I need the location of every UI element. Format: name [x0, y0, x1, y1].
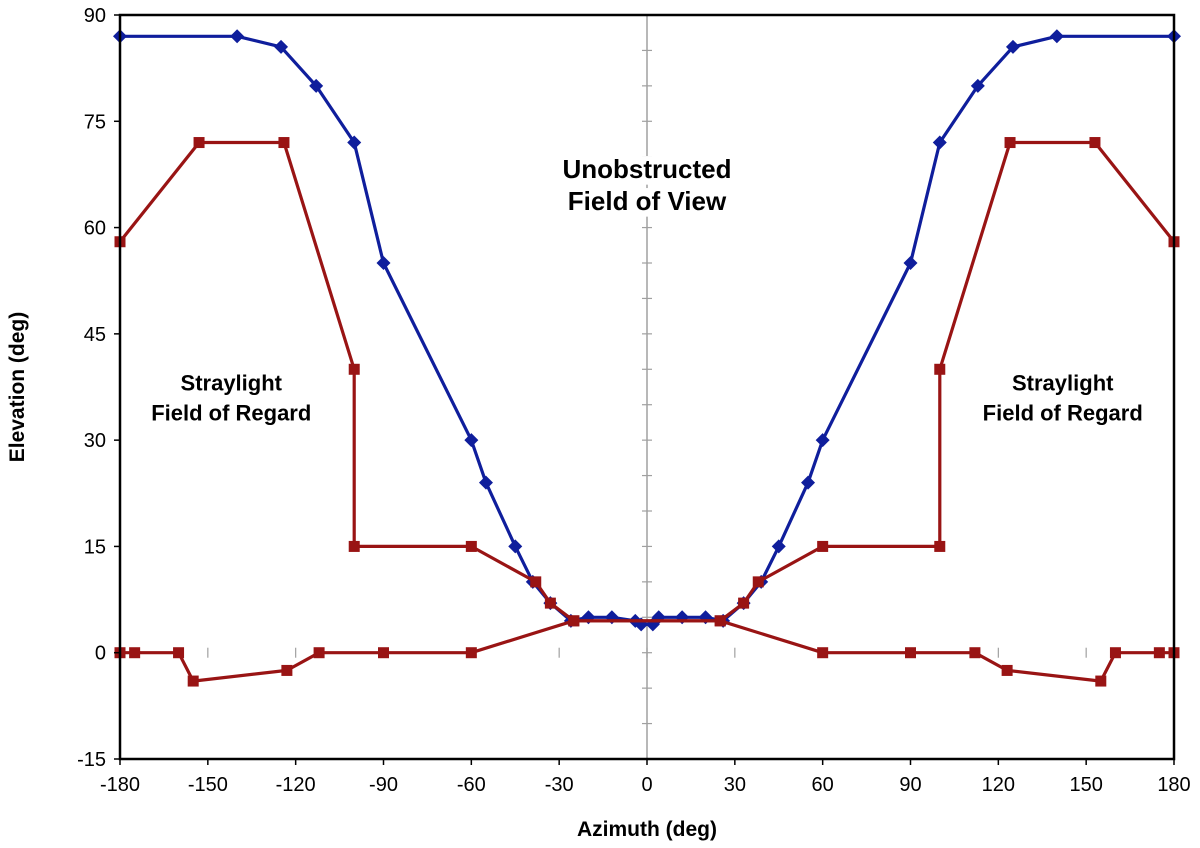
data-point-square	[817, 647, 829, 659]
y-axis-title: Elevation (deg)	[6, 312, 29, 463]
x-tick-label: 30	[724, 774, 746, 796]
data-point-square	[530, 576, 542, 588]
data-point-diamond	[771, 539, 786, 554]
data-point-diamond	[903, 256, 918, 270]
annotation-fov: Unobstructed	[563, 154, 732, 184]
data-point-square	[1001, 664, 1013, 676]
x-tick-label: 150	[1069, 774, 1102, 796]
data-point-square	[465, 647, 477, 659]
data-point-square	[348, 540, 360, 552]
center-axis	[207, 14, 1087, 760]
y-tick-label: 30	[84, 430, 106, 452]
annotation-backdrop	[552, 156, 742, 185]
data-point-square	[278, 137, 290, 149]
data-point-square	[187, 675, 199, 687]
data-point-square	[544, 597, 556, 609]
data-point-diamond	[1005, 39, 1020, 54]
data-point-square	[969, 647, 981, 659]
data-point-diamond	[932, 135, 947, 150]
y-tick-label: 60	[84, 218, 106, 240]
data-point-square	[1004, 137, 1016, 149]
data-point-square	[752, 576, 764, 588]
data-point-square	[281, 664, 293, 676]
series-layer	[113, 29, 1181, 687]
data-point-square	[817, 540, 829, 552]
data-point-square	[1109, 647, 1121, 659]
data-point-diamond	[1049, 29, 1064, 44]
data-point-diamond	[274, 39, 289, 54]
x-tick-label: 0	[641, 774, 652, 796]
x-tick-label: 120	[982, 774, 1015, 796]
annotation-fov: Field of View	[568, 186, 727, 216]
data-point-square	[129, 647, 141, 659]
data-point-square	[934, 363, 946, 375]
x-tick-label: 180	[1157, 774, 1190, 796]
data-point-square	[173, 647, 185, 659]
data-point-square	[1095, 675, 1107, 687]
data-point-square	[905, 647, 916, 659]
y-tick-label: 45	[84, 324, 106, 346]
series-3	[114, 615, 1180, 687]
annotation-backdrop	[544, 188, 750, 217]
data-point-diamond	[508, 539, 523, 554]
data-point-diamond	[801, 475, 816, 490]
data-point-square	[348, 363, 360, 375]
annotation-regard-left: Field of Regard	[151, 400, 311, 425]
y-tick-label: 0	[95, 643, 106, 665]
x-tick-label: -180	[100, 774, 140, 796]
annotation-regard-left: Straylight	[181, 370, 283, 395]
data-point-square	[934, 540, 946, 552]
data-point-square	[738, 597, 750, 609]
x-tick-label: -120	[276, 774, 316, 796]
x-tick-label: 60	[812, 774, 834, 796]
x-axis-title: Azimuth (deg)	[577, 818, 717, 841]
data-point-diamond	[815, 433, 830, 448]
x-tick-label: 90	[899, 774, 921, 796]
data-point-square	[714, 615, 726, 627]
data-point-square	[465, 540, 477, 552]
axes: -180 -150 -120 -90 -60 -30 0 30 60 90 120 150 180-15…	[77, 5, 1191, 796]
y-tick-label: 15	[84, 536, 106, 558]
annotation-regard-right: Straylight	[1012, 370, 1114, 395]
data-point-diamond	[230, 29, 245, 44]
y-tick-label: 90	[84, 5, 106, 27]
data-point-diamond	[464, 433, 479, 448]
data-point-square	[193, 137, 205, 149]
x-tick-label: -150	[188, 774, 228, 796]
data-point-square	[568, 615, 580, 627]
annotation-regard-right: Field of Regard	[983, 400, 1143, 425]
data-point-diamond	[309, 78, 324, 93]
y-tick-label: 75	[84, 111, 106, 133]
y-tick-label: -15	[77, 749, 106, 771]
data-point-square	[378, 647, 389, 659]
x-tick-label: -30	[545, 774, 574, 796]
data-point-square	[1089, 137, 1101, 149]
data-point-square	[1153, 647, 1165, 659]
data-point-square	[313, 647, 325, 659]
x-tick-label: -90	[369, 774, 398, 796]
x-tick-label: -60	[457, 774, 486, 796]
data-point-diamond	[376, 256, 391, 270]
data-point-diamond	[347, 135, 362, 150]
data-point-diamond	[970, 78, 985, 93]
data-point-diamond	[478, 475, 493, 490]
